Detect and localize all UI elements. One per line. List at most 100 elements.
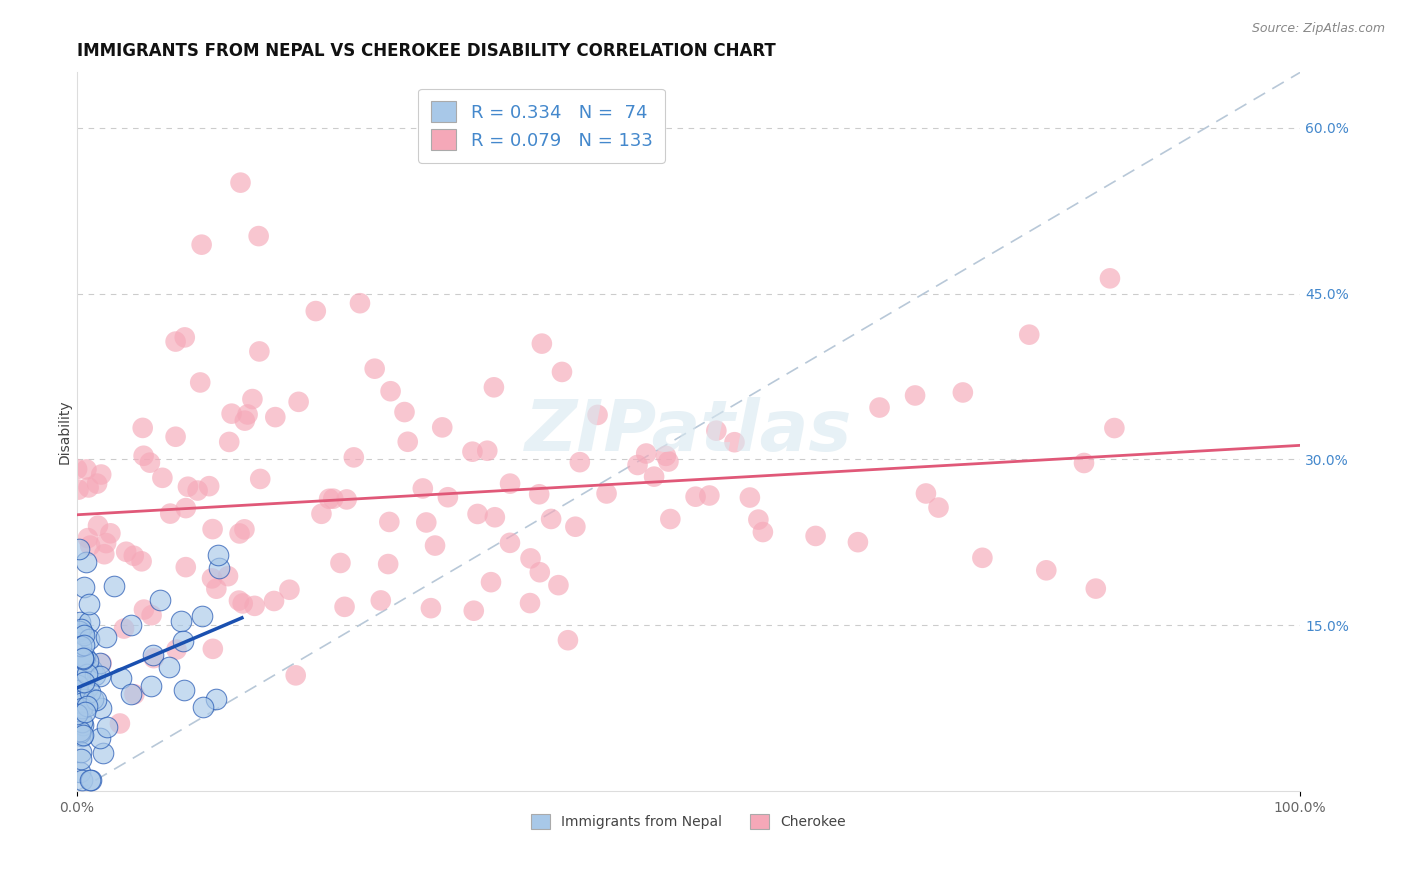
- Point: [738, 491, 761, 505]
- Point: [685, 490, 707, 504]
- Point: [415, 516, 437, 530]
- Point: [69, 723, 91, 738]
- Point: [94, 630, 117, 644]
- Point: [198, 479, 221, 493]
- Point: [278, 582, 301, 597]
- Point: [595, 486, 617, 500]
- Point: [655, 449, 678, 463]
- Point: [972, 550, 994, 565]
- Point: [94, 536, 117, 550]
- Point: [177, 480, 200, 494]
- Point: [247, 229, 270, 244]
- Point: [1104, 421, 1126, 435]
- Point: [91, 746, 114, 760]
- Point: [87, 518, 110, 533]
- Point: [463, 604, 485, 618]
- Text: IMMIGRANTS FROM NEPAL VS CHEROKEE DISABILITY CORRELATION CHART: IMMIGRANTS FROM NEPAL VS CHEROKEE DISABI…: [77, 42, 776, 60]
- Point: [66, 706, 89, 721]
- Point: [69, 726, 91, 740]
- Point: [159, 507, 181, 521]
- Legend: Immigrants from Nepal, Cherokee: Immigrants from Nepal, Cherokee: [524, 809, 852, 835]
- Point: [477, 443, 499, 458]
- Point: [72, 651, 94, 665]
- Point: [377, 557, 399, 571]
- Point: [86, 476, 108, 491]
- Point: [343, 450, 366, 465]
- Point: [72, 718, 94, 732]
- Point: [551, 365, 574, 379]
- Point: [90, 701, 112, 715]
- Point: [76, 667, 98, 681]
- Point: [547, 578, 569, 592]
- Point: [165, 334, 187, 349]
- Point: [568, 455, 591, 469]
- Point: [1035, 563, 1057, 577]
- Point: [247, 344, 270, 359]
- Point: [90, 467, 112, 482]
- Point: [370, 593, 392, 607]
- Point: [643, 469, 665, 483]
- Point: [394, 405, 416, 419]
- Point: [70, 697, 93, 711]
- Point: [205, 582, 228, 596]
- Point: [76, 654, 98, 668]
- Point: [378, 515, 401, 529]
- Point: [90, 657, 112, 671]
- Point: [77, 632, 100, 646]
- Point: [70, 701, 93, 715]
- Point: [77, 597, 100, 611]
- Point: [165, 430, 187, 444]
- Point: [66, 671, 89, 685]
- Point: [141, 648, 163, 662]
- Point: [89, 656, 111, 670]
- Point: [217, 569, 239, 583]
- Point: [93, 547, 115, 561]
- Point: [915, 486, 938, 500]
- Point: [467, 507, 489, 521]
- Point: [287, 394, 309, 409]
- Point: [110, 671, 132, 685]
- Point: [904, 388, 927, 402]
- Point: [66, 683, 89, 698]
- Point: [67, 704, 90, 718]
- Point: [70, 714, 93, 729]
- Point: [84, 693, 107, 707]
- Point: [952, 385, 974, 400]
- Point: [83, 668, 105, 682]
- Point: [131, 554, 153, 568]
- Point: [586, 408, 609, 422]
- Point: [263, 594, 285, 608]
- Point: [157, 659, 180, 673]
- Text: ZIPatlas: ZIPatlas: [524, 397, 852, 467]
- Point: [1073, 456, 1095, 470]
- Point: [229, 176, 252, 190]
- Point: [318, 491, 340, 506]
- Point: [236, 408, 259, 422]
- Point: [72, 728, 94, 742]
- Point: [173, 330, 195, 344]
- Point: [557, 633, 579, 648]
- Point: [482, 380, 505, 394]
- Point: [67, 678, 90, 692]
- Point: [67, 541, 90, 556]
- Point: [72, 650, 94, 665]
- Point: [70, 640, 93, 654]
- Point: [540, 512, 562, 526]
- Point: [174, 501, 197, 516]
- Point: [75, 555, 97, 569]
- Point: [122, 549, 145, 563]
- Point: [846, 535, 869, 549]
- Point: [115, 545, 138, 559]
- Point: [349, 296, 371, 310]
- Point: [437, 490, 460, 504]
- Point: [80, 773, 103, 788]
- Point: [120, 618, 142, 632]
- Point: [187, 483, 209, 498]
- Point: [704, 424, 727, 438]
- Point: [132, 602, 155, 616]
- Point: [79, 773, 101, 788]
- Point: [228, 593, 250, 607]
- Point: [152, 471, 174, 485]
- Point: [747, 513, 769, 527]
- Point: [166, 642, 188, 657]
